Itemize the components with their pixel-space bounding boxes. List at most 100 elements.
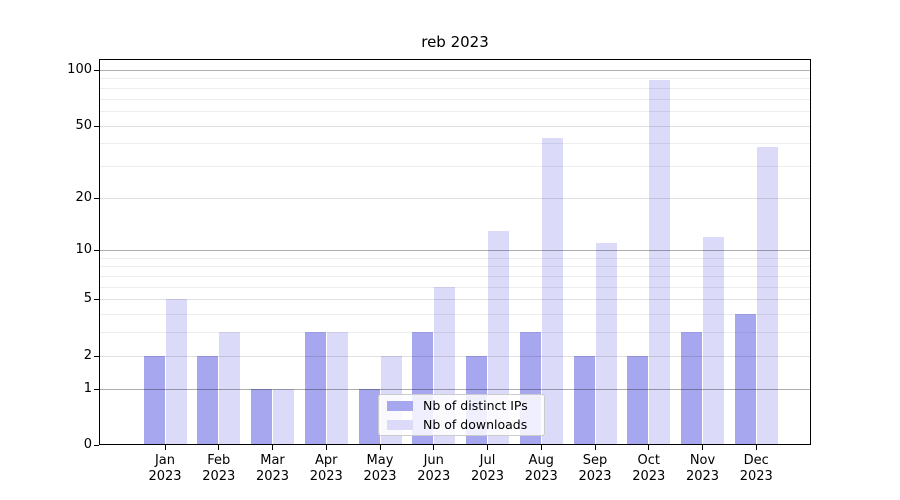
grid-line: [99, 299, 811, 301]
bar-distinct-ips: [734, 314, 756, 445]
grid-line: [99, 266, 811, 268]
x-tick-month: Jan: [154, 453, 176, 468]
x-tick-year: 2023: [255, 469, 290, 484]
x-tick-label: Aug 2023: [509, 453, 573, 485]
x-tick-month: Aug: [528, 453, 554, 468]
legend-label: Nb of distinct IPs: [423, 398, 528, 413]
x-tick-label: Nov 2023: [671, 453, 735, 485]
grid-line: [99, 257, 811, 259]
x-tick-label: Jun 2023: [402, 453, 466, 485]
y-tick-label: 2: [83, 347, 92, 363]
y-tick: [94, 250, 99, 252]
x-tick-year: 2023: [685, 469, 720, 484]
legend-swatch-distinct-ips: [387, 400, 413, 411]
y-tick-label: 0: [83, 437, 92, 452]
x-tick-label: Jan 2023: [133, 453, 197, 485]
y-tick-label: 1: [83, 380, 92, 396]
bar-distinct-ips: [304, 332, 326, 445]
bar-distinct-ips: [627, 355, 649, 445]
grid-line: [99, 388, 811, 390]
grid-line: [99, 125, 811, 127]
bar-downloads: [273, 388, 294, 445]
x-tick-year: 2023: [470, 469, 505, 484]
x-tick-year: 2023: [309, 469, 343, 484]
x-tick-label: Oct 2023: [617, 453, 681, 485]
y-tick: [94, 197, 99, 199]
x-tick-label: Sep 2023: [563, 453, 627, 485]
x-tick-month: Dec: [743, 453, 769, 468]
bar-downloads: [326, 332, 348, 445]
x-tick-label: Jul 2023: [456, 453, 520, 485]
bar-downloads: [756, 147, 778, 445]
bar-downloads: [165, 299, 187, 445]
grid-line: [99, 250, 811, 252]
y-tick: [94, 355, 99, 357]
x-tick-year: 2023: [202, 469, 236, 484]
bar-downloads: [595, 243, 617, 445]
x-tick-year: 2023: [363, 469, 397, 484]
y-tick-label: 10: [75, 242, 92, 258]
x-tick: [702, 445, 703, 450]
grid-line: [99, 332, 811, 334]
y-tick: [94, 445, 99, 446]
grid-line: [99, 87, 811, 89]
bar-downloads: [541, 137, 563, 445]
y-tick: [94, 125, 99, 127]
bar-downloads: [219, 332, 241, 445]
grid-line: [99, 110, 811, 112]
x-tick: [648, 445, 650, 450]
x-tick: [755, 445, 757, 450]
grid-line: [99, 78, 811, 80]
legend-item-downloads: Nb of downloads: [379, 417, 544, 433]
x-tick-year: 2023: [578, 469, 612, 484]
x-tick-label: Mar 2023: [241, 453, 305, 485]
grid-line: [99, 165, 811, 167]
x-tick-month: Oct: [637, 453, 660, 468]
grid-line: [99, 286, 811, 288]
x-tick-label: Dec 2023: [724, 453, 788, 485]
bar-downloads: [703, 236, 724, 445]
x-tick: [540, 445, 542, 450]
bar-distinct-ips: [681, 332, 702, 445]
x-tick: [433, 445, 435, 450]
x-tick-month: Apr: [315, 453, 338, 468]
y-tick-label: 50: [75, 117, 92, 133]
x-tick: [487, 445, 488, 450]
x-tick-year: 2023: [524, 469, 558, 484]
x-tick: [594, 445, 596, 450]
x-tick-year: 2023: [739, 469, 773, 484]
y-tick-label: 5: [83, 291, 92, 307]
grid-line: [99, 70, 811, 71]
y-tick-label: 20: [75, 189, 92, 205]
bar-distinct-ips: [573, 355, 595, 445]
x-tick-year: 2023: [148, 469, 182, 484]
x-tick-month: May: [366, 453, 394, 468]
legend: Nb of distinct IPs Nb of downloads: [378, 394, 545, 436]
grid-line: [99, 98, 811, 100]
x-tick: [272, 445, 273, 450]
x-tick-label: Apr 2023: [294, 453, 358, 485]
bar-distinct-ips: [251, 388, 272, 445]
chart-title: reb 2023: [421, 33, 489, 51]
grid-line: [99, 314, 811, 316]
y-tick: [94, 70, 99, 71]
x-tick-month: Sep: [582, 453, 608, 468]
y-tick: [94, 299, 99, 301]
x-tick: [379, 445, 381, 450]
legend-item-distinct-ips: Nb of distinct IPs: [379, 398, 544, 414]
x-tick-month: Mar: [260, 453, 285, 468]
grid-line: [99, 143, 811, 145]
x-tick-label: May 2023: [348, 453, 412, 485]
bar-downloads: [488, 230, 509, 445]
grid-line: [99, 355, 811, 357]
x-tick-label: Feb 2023: [187, 453, 251, 485]
grid-line: [99, 276, 811, 278]
grid-line: [99, 197, 811, 199]
bar-downloads: [649, 80, 671, 445]
legend-swatch-downloads: [387, 419, 413, 430]
x-tick-year: 2023: [632, 469, 666, 484]
x-tick: [218, 445, 220, 450]
x-tick: [164, 445, 166, 450]
x-tick-month: Feb: [207, 453, 231, 468]
